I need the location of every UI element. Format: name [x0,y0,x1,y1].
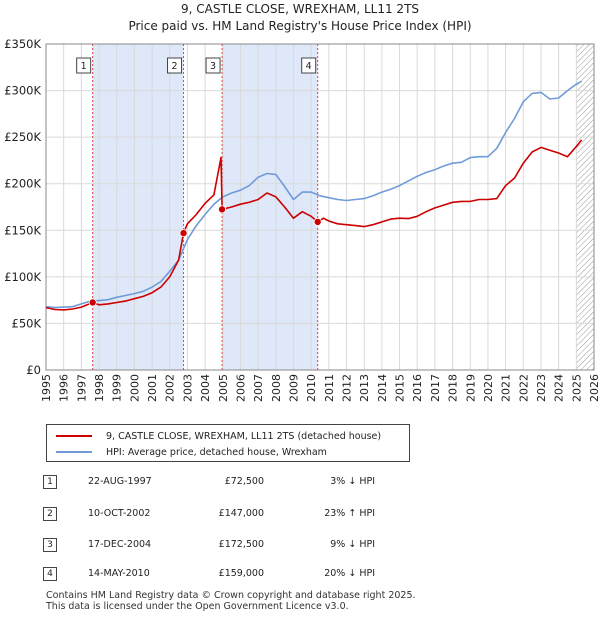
sale-number-box [301,57,317,74]
sale-number-badge: 3 [43,538,57,552]
legend-item-hpi: HPI: Average price, detached house, Wrex… [47,444,327,460]
x-tick-label: 2019 [464,374,477,402]
y-tick-label: £100K [4,270,41,284]
x-tick-label: 2015 [394,374,407,402]
footer-line-2: This data is licensed under the Open Gov… [46,601,349,612]
y-tick-label: £0 [26,363,41,377]
x-tick-label: 1996 [58,374,71,402]
legend-property-label: 9, CASTLE CLOSE, WREXHAM, LL11 2TS (deta… [106,430,382,442]
legend-hpi-label: HPI: Average price, detached house, Wrex… [106,446,327,458]
chart-subtitle: Price paid vs. HM Land Registry's House … [128,19,471,33]
x-tick-label: 2004 [199,374,212,402]
property-price-line [45,139,583,311]
hpi-line [45,80,582,309]
price-chart: 9, CASTLE CLOSE, WREXHAM, LL11 2TS Price… [4,2,600,402]
y-tick-label: £300K [4,84,41,98]
x-tick-label: 2011 [323,374,336,402]
sale-number-label: 4 [306,61,312,72]
sale-number-badge: 2 [43,507,57,521]
sale-number-badge: 4 [43,567,57,581]
sale-hpi-diff: 3% ↓ HPI [330,476,375,487]
sale-row: 4 14-MAY-2010 £159,000 20% ↓ HPI [40,567,440,585]
y-tick-label: £150K [4,223,41,237]
x-tick-label: 2021 [500,374,513,402]
sale-number-box [167,57,183,74]
sale-number-label: 2 [172,61,178,72]
x-tick-label: 2024 [553,374,566,402]
ownership-shade [92,44,184,370]
legend-item-property: 9, CASTLE CLOSE, WREXHAM, LL11 2TS (deta… [47,428,381,444]
chart-title: 9, CASTLE CLOSE, WREXHAM, LL11 2TS [181,2,419,16]
y-tick-label: £350K [4,37,41,51]
sale-number-label: 1 [81,61,87,72]
x-tick-label: 2016 [411,374,424,402]
sale-row: 3 17-DEC-2004 £172,500 9% ↓ HPI [40,538,440,556]
x-tick-label: 2013 [358,374,371,402]
sale-price: £72,500 [224,476,264,487]
ownership-shade [222,44,318,370]
x-tick-label: 2010 [305,374,318,402]
x-tick-label: 2022 [517,374,530,402]
sale-price: £147,000 [218,508,264,519]
x-tick-label: 2020 [482,374,495,402]
x-tick-label: 2012 [341,374,354,402]
y-tick-label: £50K [12,316,42,330]
sale-point [179,229,188,238]
sale-price: £172,500 [218,539,264,550]
sale-date: 10-OCT-2002 [88,508,151,519]
sale-hpi-diff: 9% ↓ HPI [330,539,375,550]
x-tick-label: 2025 [570,374,583,402]
x-tick-label: 1997 [75,374,88,402]
sale-row: 2 10-OCT-2002 £147,000 23% ↑ HPI [40,507,440,525]
sale-date: 22-AUG-1997 [88,476,152,487]
x-tick-label: 2006 [234,374,247,402]
footer-line-1: Contains HM Land Registry data © Crown c… [46,590,416,601]
x-tick-label: 2001 [146,374,159,402]
x-tick-label: 2005 [217,374,230,402]
x-tick-label: 2018 [447,374,460,402]
sale-price: £159,000 [218,568,264,579]
sale-hpi-diff: 23% ↑ HPI [324,508,375,519]
sale-point [218,205,227,214]
sale-hpi-diff: 20% ↓ HPI [324,568,375,579]
sale-number-badge: 1 [43,475,57,489]
x-tick-label: 1995 [40,374,53,402]
sale-date: 17-DEC-2004 [88,539,152,550]
sale-number-label: 3 [210,61,216,72]
x-tick-label: 2026 [588,374,600,402]
x-tick-label: 2023 [535,374,548,402]
x-tick-label: 2002 [164,374,177,402]
footer-attribution: Contains HM Land Registry data © Crown c… [46,590,416,612]
sale-number-box [76,57,92,74]
x-tick-label: 2009 [287,374,300,402]
x-tick-label: 1998 [93,374,106,402]
x-tick-label: 1999 [111,374,124,402]
x-tick-label: 2000 [128,374,141,402]
sale-date: 14-MAY-2010 [88,568,150,579]
plot-frame [45,43,595,371]
x-tick-label: 2003 [181,374,194,402]
sale-row: 1 22-AUG-1997 £72,500 3% ↓ HPI [40,475,440,493]
x-tick-label: 2014 [376,374,389,402]
legend-hpi-swatch [56,451,92,453]
x-tick-label: 2017 [429,374,442,402]
y-tick-label: £200K [4,177,41,191]
sale-number-box [205,57,221,74]
chart-legend: 9, CASTLE CLOSE, WREXHAM, LL11 2TS (deta… [46,424,410,462]
sale-point [88,298,97,307]
forecast-hatch [576,44,594,370]
sale-point [313,217,322,226]
x-tick-label: 2007 [252,374,265,402]
x-tick-label: 2008 [270,374,283,402]
legend-property-swatch [56,435,92,437]
y-tick-label: £250K [4,130,41,144]
